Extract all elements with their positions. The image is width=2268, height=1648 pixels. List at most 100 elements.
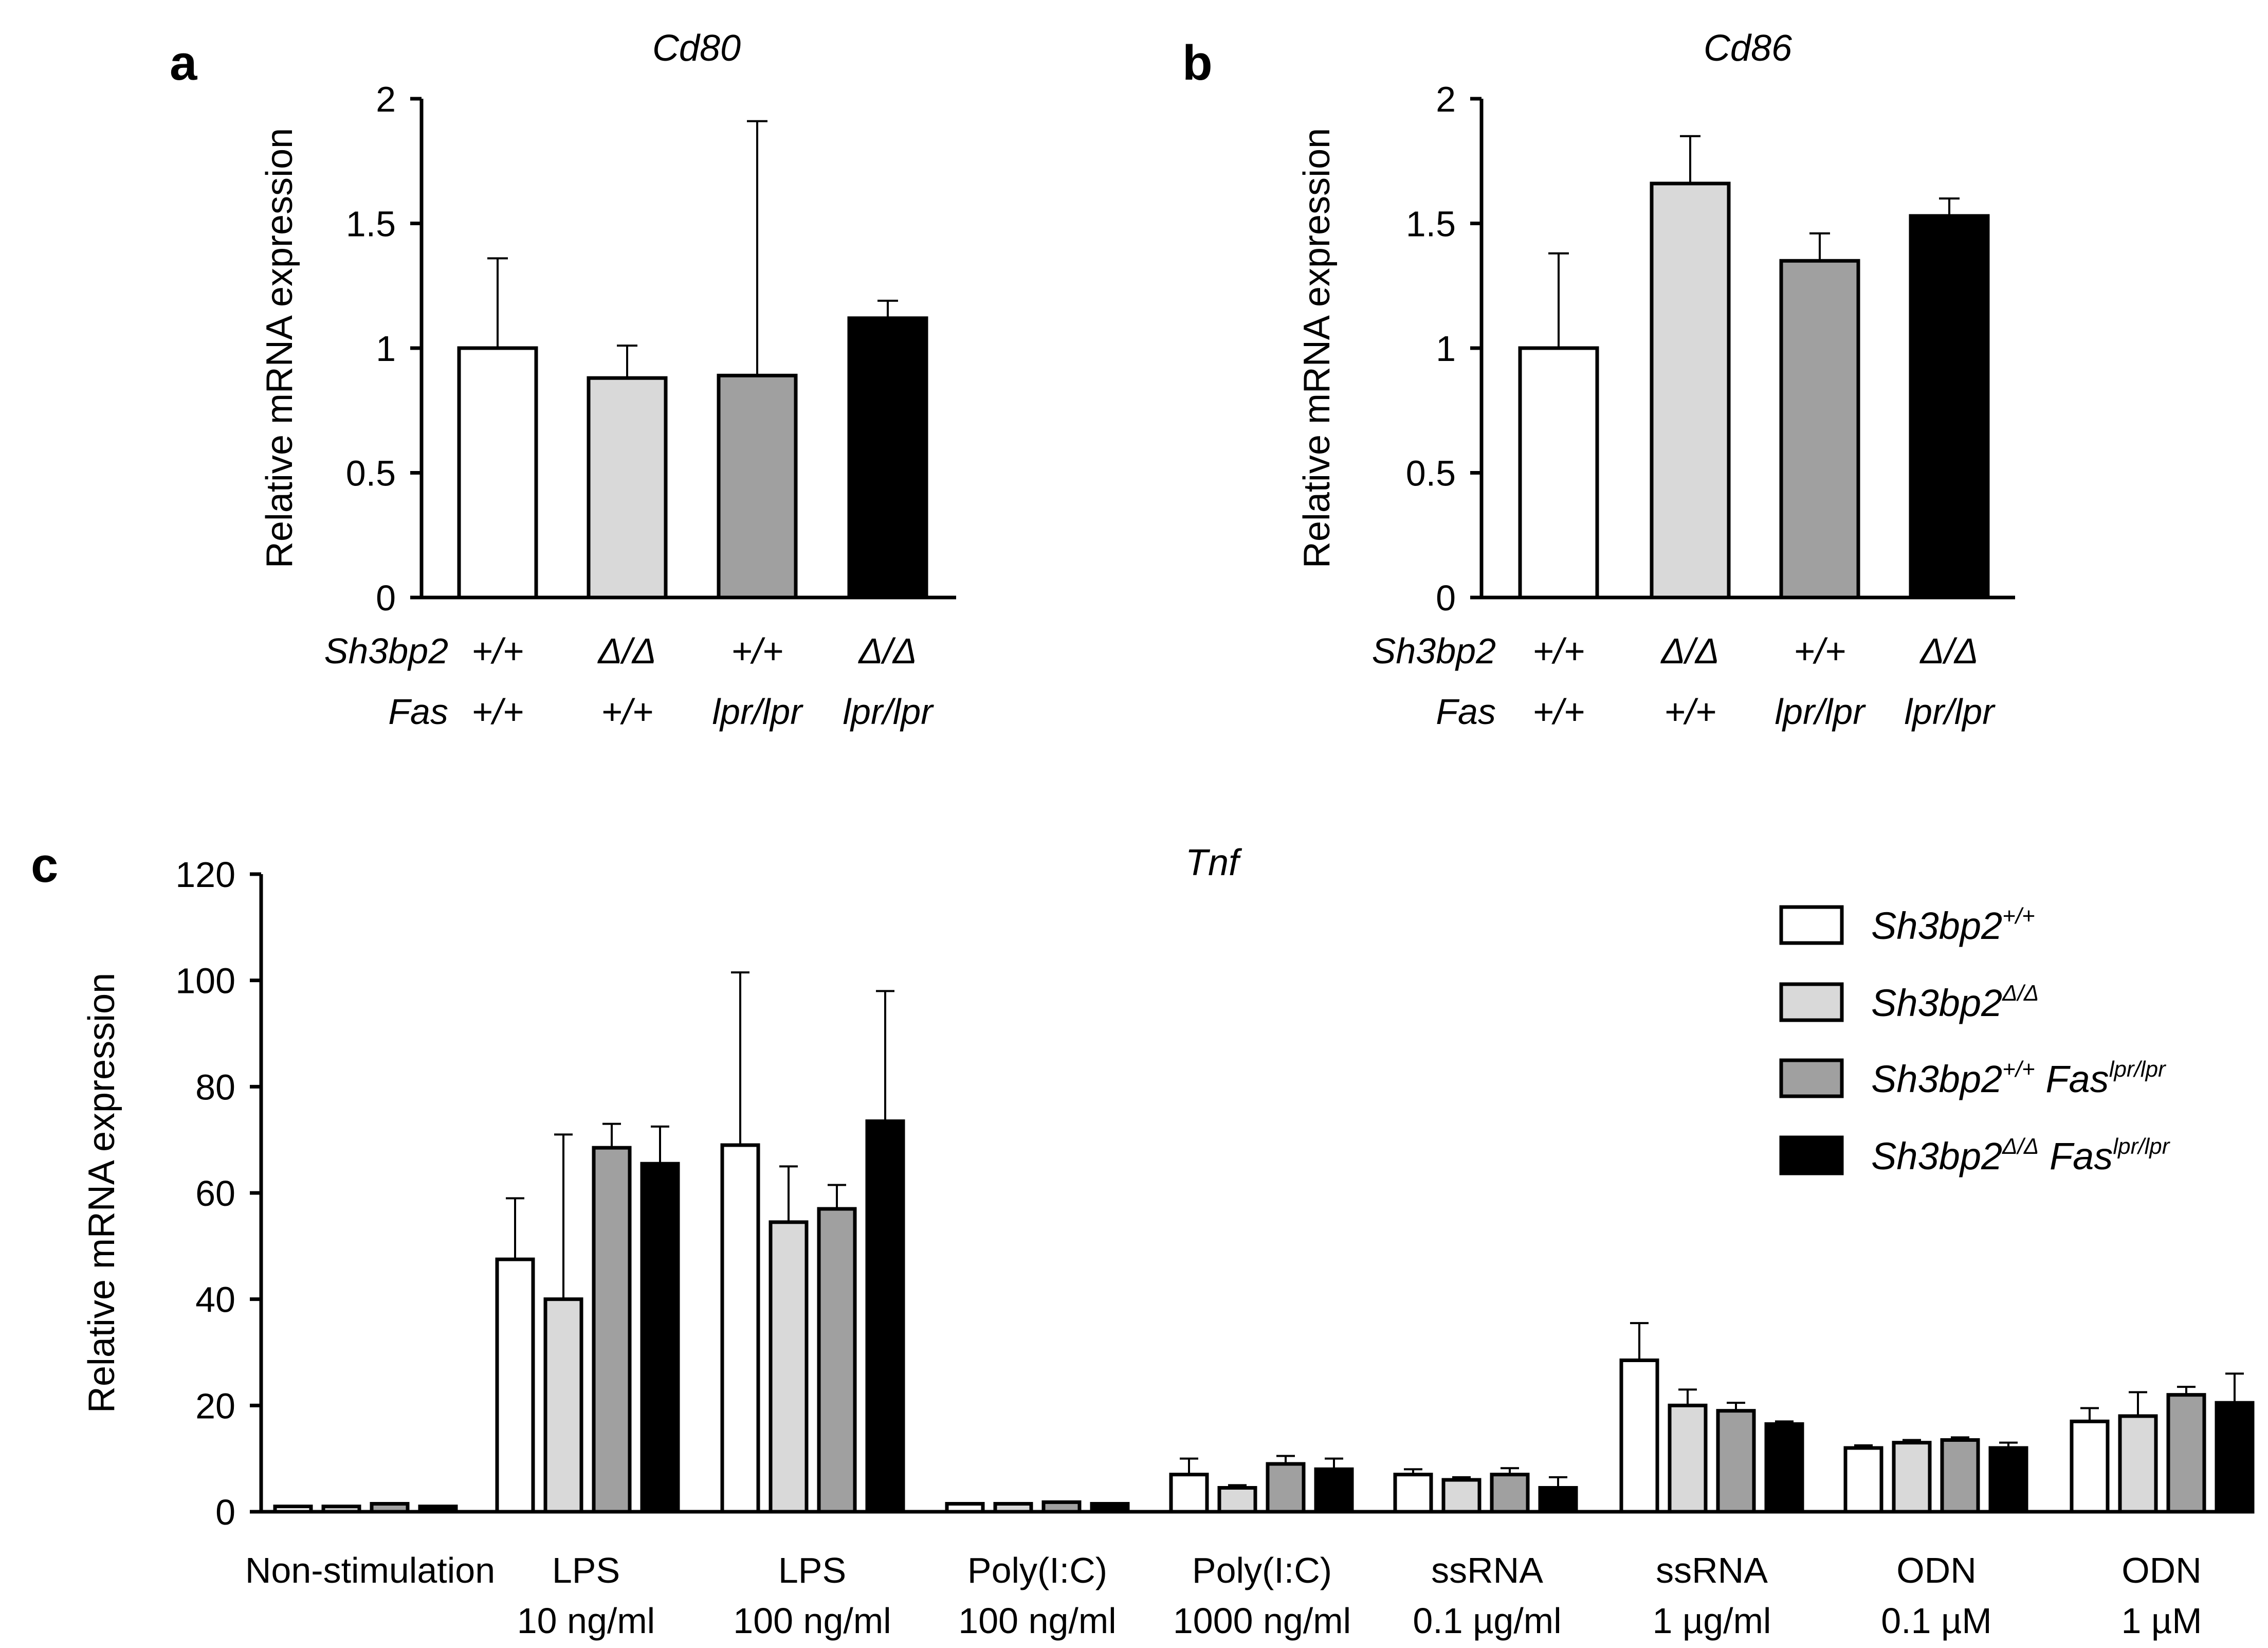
category-label: 100 ng/ml [958,1601,1116,1641]
legend-swatch [1779,1135,1844,1175]
bar-c [1668,1403,1708,1514]
category-label: Poly(I:C) [1192,1550,1332,1590]
bar-c [720,1143,760,1514]
y-tick-label-c: 120 [175,855,235,895]
legend-swatch [1779,1058,1844,1098]
row-label-sh3bp2: Sh3bp2 [324,631,448,671]
legend-label: Sh3bp2Δ/Δ [1871,981,2039,1024]
y-axis-label-c: Relative mRNA expression [81,973,122,1413]
bar-c [1266,1462,1306,1514]
category-label: LPS [552,1550,620,1590]
category-label: 10 ng/ml [517,1601,655,1641]
category-label: ssRNA [1656,1550,1768,1590]
y-tick-label-a: 1.5 [346,204,396,244]
chart-title-b: Cd86 [1704,28,1793,69]
genotype-fas-label: lpr/lpr [1775,692,1866,732]
category-label: ODN [1896,1550,1977,1590]
y-tick-label-a: 2 [376,79,396,119]
category-label: LPS [778,1550,846,1590]
genotype-fas-label: +/+ [1532,692,1584,732]
bar-b [1518,346,1599,600]
bar-c [865,1119,905,1514]
legend-label: Sh3bp2+/+ [1871,903,2035,947]
bar-c [640,1162,680,1514]
y-tick-label-b: 1 [1436,329,1456,369]
bar-c [543,1297,583,1514]
y-tick-label-c: 100 [175,961,235,1001]
row-label-fas: Fas [388,692,448,732]
bar-c [2070,1419,2110,1514]
genotype-sh3bp2-label: Δ/Δ [1660,631,1719,671]
bar-c [2118,1414,2158,1514]
legend-label: Sh3bp2Δ/Δ Faslpr/lpr [1871,1134,2171,1178]
genotype-fas-label: +/+ [471,692,523,732]
bar-c [1764,1422,1804,1514]
bar-b [1650,182,1731,600]
panel-letter-a: a [170,35,197,90]
bar-c [1988,1446,2028,1514]
bar-a [717,373,798,600]
genotype-fas-label: +/+ [1664,692,1716,732]
y-axis-label-a: Relative mRNA expression [259,128,300,568]
category-label: ssRNA [1431,1550,1543,1590]
bar-c [1490,1473,1530,1514]
y-tick-label-b: 0.5 [1406,454,1456,494]
y-tick-label-c: 60 [195,1173,235,1214]
y-tick-label-a: 0 [376,578,396,618]
panel-b: b Cd86 Relative mRNA expression 0 0.5 1 1.5 2 +/… [1182,28,2015,732]
genotype-sh3bp2-label: +/+ [731,631,783,671]
bar-b [1779,259,1860,600]
bar-c [2166,1393,2206,1514]
y-tick-label-a: 1 [376,329,396,369]
panel-letter-c: c [31,838,58,893]
chart-title-a: Cd80 [652,28,741,69]
bar-c [1090,1502,1130,1514]
bar-c [1217,1486,1257,1514]
genotype-fas-label: lpr/lpr [843,692,934,732]
genotype-sh3bp2-label: Δ/Δ [857,631,917,671]
y-tick-label-b: 0 [1436,578,1456,618]
bar-c [1169,1473,1209,1514]
legend-swatch [1779,905,1844,945]
y-tick-label-a: 0.5 [346,454,396,494]
bar-c [769,1220,809,1514]
bar-c [1393,1473,1433,1514]
row-label-sh3bp2: Sh3bp2 [1372,631,1496,671]
bar-c [817,1207,857,1514]
row-label-fas: Fas [1436,692,1496,732]
genotype-sh3bp2-label: +/+ [1794,631,1845,671]
bar-c [418,1505,458,1514]
bar-c [1041,1500,1082,1514]
genotype-sh3bp2-label: +/+ [1532,631,1584,671]
bar-c [495,1257,535,1514]
bar-c [1892,1441,1932,1514]
bar-c [2215,1401,2255,1514]
bar-c [273,1505,313,1514]
y-tick-label-b: 1.5 [1406,204,1456,244]
bar-c [1441,1478,1481,1514]
genotype-sh3bp2-label: Δ/Δ [1919,631,1978,671]
bar-a [457,346,538,600]
bar-c [993,1502,1033,1514]
category-label: 1000 ng/ml [1173,1601,1351,1641]
bar-c [592,1146,632,1514]
category-label: 0.1 µg/ml [1413,1601,1561,1641]
y-axis-label-b: Relative mRNA expression [1296,128,1338,568]
y-tick-label-c: 20 [195,1386,235,1426]
panel-a: a Cd80 Relative mRNA expression 0 0.5 1 1.5 2 +/… [170,28,956,732]
panel-letter-b: b [1182,35,1213,90]
legend-swatch [1779,982,1844,1022]
y-tick-label-c: 0 [215,1492,235,1532]
panel-c: c Tnf Relative mRNA expression 0 20 40 60 80 100… [31,838,2255,1641]
bar-c [1538,1486,1578,1514]
bar-a [587,376,668,600]
legend-label: Sh3bp2+/+ Faslpr/lpr [1871,1057,2167,1100]
bar-c [1716,1409,1756,1514]
genotype-fas-label: lpr/lpr [712,692,803,732]
category-label: 0.1 µM [1881,1601,1991,1641]
y-tick-label-c: 40 [195,1280,235,1320]
genotype-sh3bp2-label: +/+ [471,631,523,671]
bar-a [847,316,928,600]
genotype-fas-label: +/+ [601,692,653,732]
